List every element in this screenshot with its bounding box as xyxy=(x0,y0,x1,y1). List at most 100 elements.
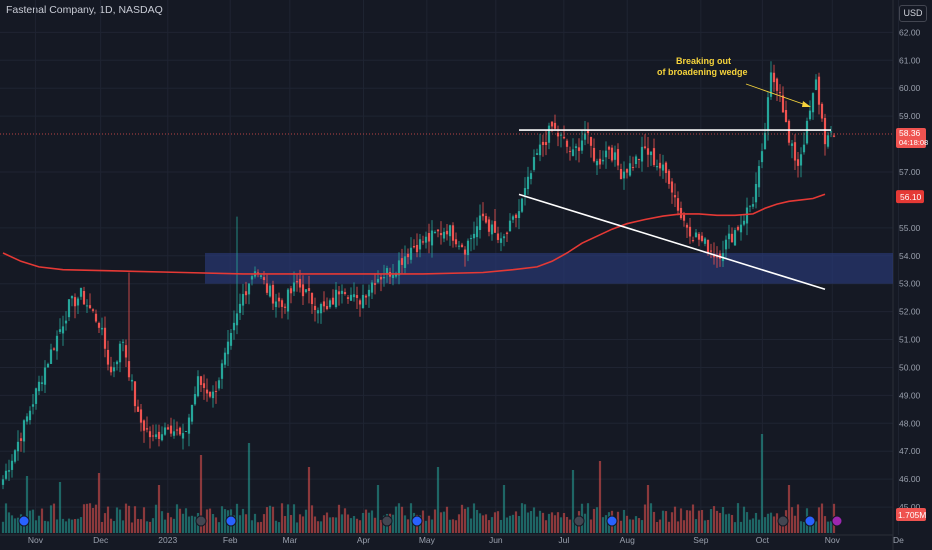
volume-bar xyxy=(373,517,377,533)
candle-body xyxy=(229,332,233,346)
candle-body xyxy=(169,425,173,434)
candle-body xyxy=(760,151,764,163)
event-marker-icon[interactable] xyxy=(18,515,30,527)
volume-bar xyxy=(73,519,77,533)
volume-bar xyxy=(379,519,383,533)
candle-body xyxy=(196,376,200,397)
y-tick-label: 51.00 xyxy=(899,335,921,345)
candle-body xyxy=(265,283,269,293)
volume-bar xyxy=(787,485,791,533)
volume-bar xyxy=(595,507,599,533)
event-marker-icon[interactable] xyxy=(573,515,585,527)
volume-bar xyxy=(622,509,626,533)
candle-body xyxy=(571,149,575,156)
volume-bar xyxy=(634,516,638,533)
volume-bar xyxy=(769,512,773,533)
volume-bar xyxy=(178,508,182,533)
candle-body xyxy=(97,322,101,328)
event-marker-icon[interactable] xyxy=(381,515,393,527)
candle-body xyxy=(616,149,620,166)
event-marker-icon[interactable] xyxy=(606,515,618,527)
volume-bar xyxy=(712,506,716,533)
event-marker-icon[interactable] xyxy=(777,515,789,527)
candle-body xyxy=(73,297,77,307)
volume-bar xyxy=(451,519,455,533)
volume-bar xyxy=(517,516,521,533)
event-marker-icon[interactable] xyxy=(411,515,423,527)
candle-body xyxy=(334,289,338,308)
candle-body xyxy=(67,299,71,318)
candle-body xyxy=(304,289,308,293)
volume-bar xyxy=(343,508,347,533)
volume-bar xyxy=(532,507,536,533)
candle-body xyxy=(730,233,734,243)
candle-body xyxy=(562,136,566,139)
event-marker-icon[interactable] xyxy=(831,515,843,527)
event-marker-icon[interactable] xyxy=(225,515,237,527)
candle-body xyxy=(37,381,41,392)
volume-bar xyxy=(67,518,71,533)
candle-body xyxy=(286,289,290,312)
volume-bar xyxy=(526,512,530,533)
volume-bar xyxy=(160,511,164,533)
volume-bar xyxy=(667,521,671,533)
volume-bar xyxy=(184,508,188,533)
candle-body xyxy=(109,366,113,373)
volume-bar xyxy=(352,516,356,533)
candle-body xyxy=(517,211,521,219)
currency-button[interactable]: USD xyxy=(899,5,927,22)
volume-value: 1.705M xyxy=(898,510,926,520)
volume-bar xyxy=(631,519,635,533)
volume-bar xyxy=(652,511,656,533)
volume-bar xyxy=(7,512,11,533)
volume-bar xyxy=(655,522,659,533)
volume-bar xyxy=(403,515,407,533)
candle-body xyxy=(499,238,503,243)
volume-bar xyxy=(523,504,527,533)
candle-body xyxy=(802,144,806,153)
candle-body xyxy=(199,376,203,385)
volume-bar xyxy=(139,519,143,533)
candle-body xyxy=(640,146,644,162)
volume-bar xyxy=(289,515,293,533)
volume-bar xyxy=(64,521,68,533)
candle-body xyxy=(700,235,704,241)
volume-bar xyxy=(700,509,704,533)
volume-bar xyxy=(271,506,275,533)
candle-body xyxy=(10,460,14,470)
volume-bar xyxy=(85,503,89,533)
event-marker-icon[interactable] xyxy=(804,515,816,527)
candle-body xyxy=(247,283,251,295)
volume-bar xyxy=(268,505,272,533)
candle-body xyxy=(295,281,299,283)
candle-body xyxy=(412,246,416,248)
x-tick-label: Dec xyxy=(93,535,109,545)
volume-bar xyxy=(697,510,701,533)
volume-bar xyxy=(361,512,365,533)
volume-bar xyxy=(436,467,440,533)
volume-bar xyxy=(190,515,194,533)
volume-bar xyxy=(640,520,644,533)
candle-body xyxy=(352,294,356,298)
candle-body xyxy=(64,320,68,324)
candle-body xyxy=(124,345,128,358)
volume-bar xyxy=(106,506,110,533)
candle-body xyxy=(400,258,404,265)
volume-bar xyxy=(430,519,434,533)
candle-body xyxy=(376,278,380,283)
candle-body xyxy=(346,297,350,299)
candle-body xyxy=(739,224,743,233)
candle-body xyxy=(604,150,608,158)
volume-bar xyxy=(604,515,608,533)
event-marker-icon[interactable] xyxy=(195,515,207,527)
volume-bar xyxy=(70,519,74,533)
candle-body xyxy=(688,226,692,237)
candle-body xyxy=(676,198,680,211)
volume-bar xyxy=(400,506,404,533)
candle-body xyxy=(55,335,59,352)
x-tick-label: Jun xyxy=(489,535,503,545)
candle-body xyxy=(742,220,746,225)
volume-bar xyxy=(829,521,833,533)
volume-bar xyxy=(112,521,116,533)
